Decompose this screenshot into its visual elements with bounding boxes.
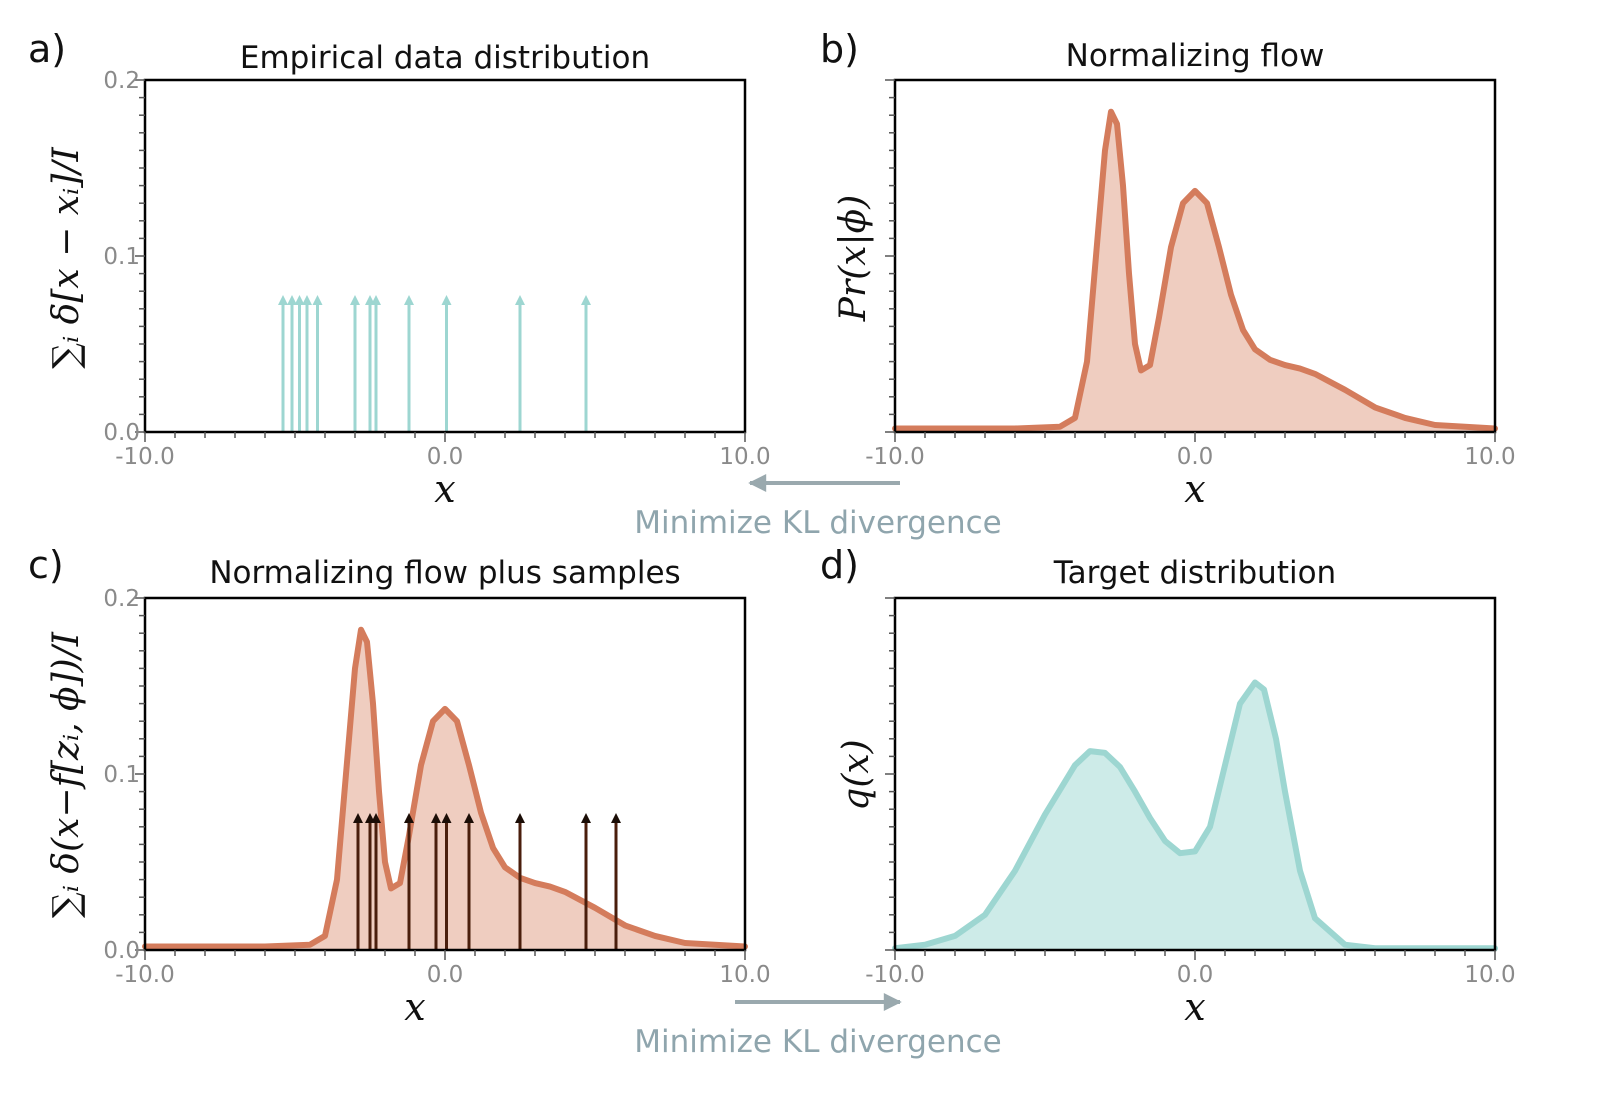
flow-density-line [142,626,748,950]
panel-d-xtick-min: -10.0 [865,962,925,988]
panel-d-xlabel: x [1184,985,1205,1029]
panel-c-xtick-mid: 0.0 [427,962,464,988]
panel-a: a) Empirical data distribution -10.0 0.0… [28,27,771,511]
panel-c-xtick-min: -10.0 [115,962,175,988]
panel-b-xlabel: x [1184,467,1205,511]
panel-a-xlabel: x [434,467,455,511]
kl-top: Minimize KL divergence [634,474,1002,541]
panel-c-xlabel: x [404,985,425,1029]
flow-density-fill [895,111,1495,432]
panel-a-ylabel: ∑ᵢ δ[x − xᵢ]/I [46,147,87,369]
panel-d-xtick-mid: 0.0 [1177,962,1214,988]
panel-d-ylabel: q(x) [836,739,877,810]
panel-a-label: a) [28,27,66,71]
panel-a-xtick-min: -10.0 [115,444,175,470]
panel-b-ylabel: Pr(x|ϕ) [833,195,874,323]
kl-bottom-label: Minimize KL divergence [634,1024,1002,1060]
panel-a-title: Empirical data distribution [240,40,650,76]
panel-b-ticks [885,79,1496,442]
panel-d-curve [892,679,1498,952]
panel-c-ytick-1: 0.1 [103,762,140,788]
panel-b-xtick-min: -10.0 [865,444,925,470]
panel-d: d) Target distribution -10.0 0.0 10.0 x … [820,543,1516,1029]
panel-c-label: c) [28,543,64,587]
panel-b-curve [892,108,1498,432]
panel-b: b) Normalizing flow -10.0 0.0 10.0 x Pr(… [820,27,1516,511]
panel-a-ytick-2: 0.2 [103,68,140,94]
panel-c-ytick-2: 0.2 [103,586,140,612]
panel-c-ylabel: ∑ᵢ δ(x−f[zᵢ, ϕ])/I [46,631,87,918]
panel-d-ticks [885,597,1496,960]
panel-c: c) Normalizing flow plus samples -10.0 0… [28,543,771,1029]
panel-b-xtick-max: 10.0 [1464,444,1515,470]
panel-a-ytick-1: 0.1 [103,244,140,270]
panel-c-xtick-max: 10.0 [719,962,770,988]
flow-density-fill [145,629,745,950]
panel-a-ticks [135,79,746,442]
panel-c-title: Normalizing flow plus samples [209,555,680,591]
panel-d-xtick-max: 10.0 [1464,962,1515,988]
panel-c-ytick-0: 0.0 [103,938,140,964]
target-density-fill [895,682,1495,950]
kl-top-label: Minimize KL divergence [634,505,1002,541]
panel-a-arrows [278,295,591,432]
panel-a-ytick-0: 0.0 [103,420,140,446]
panel-b-label: b) [820,27,859,71]
target-density-line [892,679,1498,952]
panel-a-xtick-max: 10.0 [719,444,770,470]
panel-c-curve-and-arrows [142,626,748,950]
panel-d-label: d) [820,543,859,587]
kl-bottom: Minimize KL divergence [634,993,1002,1060]
panel-b-title: Normalizing flow [1066,38,1325,74]
panel-c-ticks [135,597,746,960]
panel-d-title: Target distribution [1053,555,1336,591]
panel-b-xtick-mid: 0.0 [1177,444,1214,470]
panel-a-xtick-mid: 0.0 [427,444,464,470]
flow-density-line [892,108,1498,432]
